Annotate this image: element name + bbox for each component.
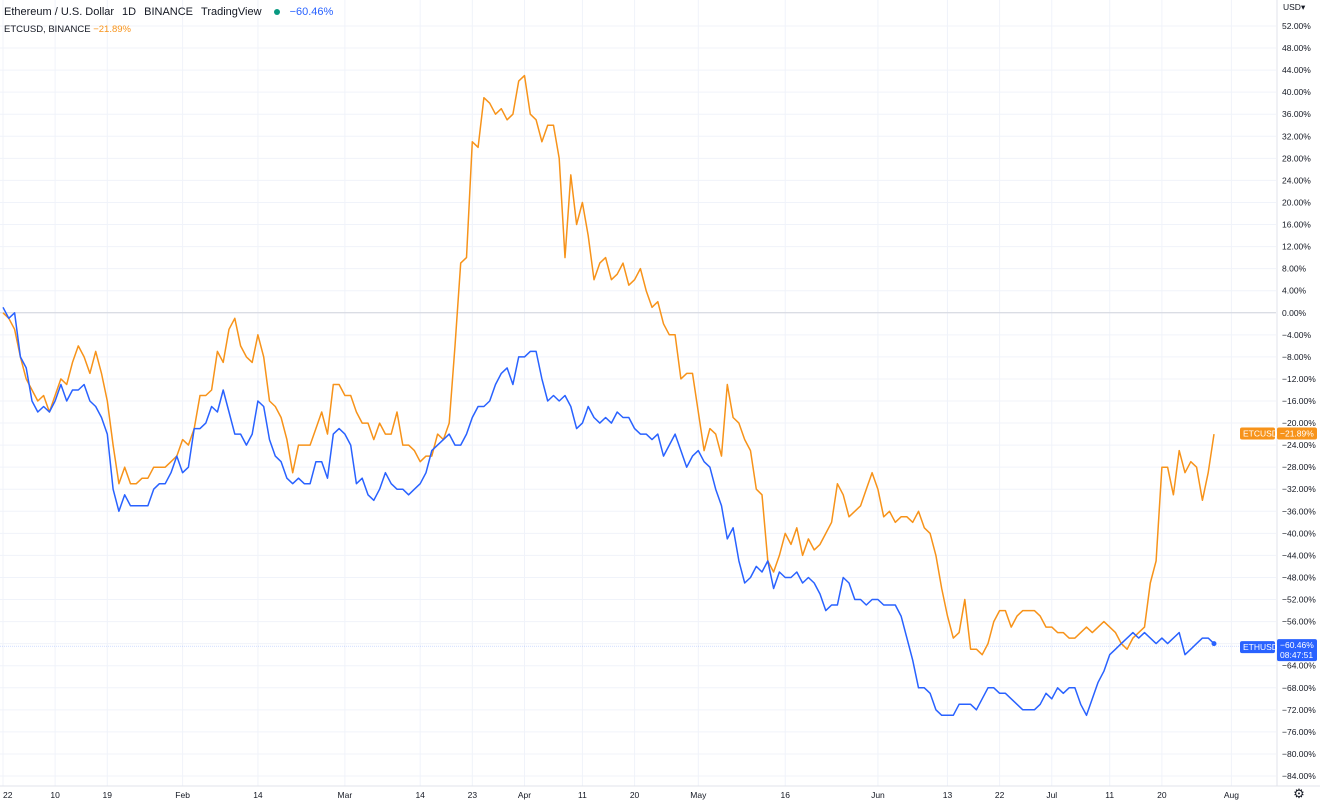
y-tick-label[interactable]: −28.00% <box>1282 462 1316 472</box>
x-tick-label[interactable]: Mar <box>338 790 353 800</box>
y-tick-label[interactable]: −84.00% <box>1282 771 1316 781</box>
x-tick-label[interactable]: 20 <box>630 790 640 800</box>
last-point-marker <box>1211 641 1217 647</box>
x-tick-label[interactable]: 10 <box>50 790 60 800</box>
legend-exchange: BINANCE <box>144 6 194 18</box>
y-tick-label[interactable]: 24.00% <box>1282 175 1311 185</box>
series-layer <box>2 74 1217 717</box>
y-tick-label[interactable]: 36.00% <box>1282 109 1311 119</box>
market-status-icon <box>273 9 280 15</box>
x-tick-label[interactable]: 11 <box>578 790 587 800</box>
y-tick-label[interactable]: 48.00% <box>1282 43 1311 53</box>
y-tick-label[interactable]: −44.00% <box>1282 550 1316 560</box>
x-tick-label[interactable]: 13 <box>943 790 953 800</box>
eth-tag-label-bg <box>1240 641 1275 654</box>
etc-tag-label-bg <box>1240 427 1275 440</box>
y-tick-label[interactable]: 40.00% <box>1282 87 1311 97</box>
x-tick-label[interactable]: 14 <box>253 790 263 800</box>
x-tick-label[interactable]: 19 <box>103 790 113 800</box>
y-tick-label[interactable]: −4.00% <box>1282 330 1312 340</box>
y-axis-ticks[interactable]: 52.00% 48.00% 44.00% 40.00% 36.00% 32.00% 28.0… <box>1282 21 1316 781</box>
legend-main-row[interactable]: Ethereum / U.S. Dollar 1D BINANCE Tradin… <box>4 4 333 20</box>
legend-compare-label[interactable]: ETCUSD, BINANCE <box>4 24 91 35</box>
y-tick-label[interactable]: −76.00% <box>1282 727 1316 737</box>
chart-legend: Ethereum / U.S. Dollar 1D BINANCE Tradin… <box>4 4 333 38</box>
x-tick-label[interactable]: 11 <box>1105 790 1114 800</box>
y-tick-label[interactable]: 12.00% <box>1282 242 1311 252</box>
eth-tag-countdown: 08:47:51 <box>1280 650 1313 660</box>
eth-price-tag: ETHUSD −60.46% 08:47:51 <box>1240 639 1317 662</box>
y-tick-label[interactable]: 52.00% <box>1282 21 1311 31</box>
y-tick-label[interactable]: −12.00% <box>1282 374 1316 384</box>
x-tick-label[interactable]: Aug <box>1224 790 1239 800</box>
y-tick-label[interactable]: −40.00% <box>1282 528 1316 538</box>
eth-tag-label: ETHUSD <box>1243 642 1278 652</box>
grid <box>0 0 1276 786</box>
legend-compare-row[interactable]: ETCUSD, BINANCE −21.89% <box>4 22 333 38</box>
x-tick-label[interactable]: 16 <box>780 790 790 800</box>
y-tick-label[interactable]: −20.00% <box>1282 418 1316 428</box>
y-tick-label[interactable]: 28.00% <box>1282 153 1311 163</box>
y-tick-label[interactable]: −24.00% <box>1282 440 1316 450</box>
gear-icon[interactable]: ⚙ <box>1293 786 1305 801</box>
x-tick-label[interactable]: Jun <box>871 790 885 800</box>
y-tick-label[interactable]: −52.00% <box>1282 595 1316 605</box>
x-axis-ticks[interactable]: 22 10 19 Feb 14 Mar 14 23 Apr 11 20 May 16 Jun 13 22 Jul… <box>3 790 1239 800</box>
etc-tag-label: ETCUSD <box>1243 428 1278 438</box>
y-tick-label[interactable]: −48.00% <box>1282 572 1316 582</box>
legend-main-change: −60.46% <box>289 6 334 18</box>
y-tick-label[interactable]: 8.00% <box>1282 264 1307 274</box>
y-tick-label[interactable]: −64.00% <box>1282 661 1316 671</box>
etc-tag-value: −21.89% <box>1280 428 1314 438</box>
legend-compare-change: −21.89% <box>93 24 131 35</box>
x-tick-label[interactable]: 22 <box>3 790 13 800</box>
x-tick-label[interactable]: May <box>690 790 707 800</box>
y-tick-label[interactable]: 20.00% <box>1282 197 1311 207</box>
x-tick-label[interactable]: 14 <box>415 790 425 800</box>
x-tick-label[interactable]: 22 <box>995 790 1005 800</box>
x-tick-label[interactable]: Apr <box>518 790 531 800</box>
series-line-etcusd <box>2 74 1215 656</box>
currency-label: USD <box>1283 2 1301 12</box>
x-tick-label[interactable]: 23 <box>468 790 478 800</box>
etc-tag-value-bg <box>1277 427 1317 440</box>
currency-selector[interactable]: USD▾ <box>1283 2 1305 13</box>
y-tick-label[interactable]: −36.00% <box>1282 506 1316 516</box>
legend-symbol-name[interactable]: Ethereum / U.S. Dollar <box>4 6 115 18</box>
eth-tag-value-bg <box>1277 639 1317 662</box>
legend-source: TradingView <box>201 6 262 18</box>
y-tick-label[interactable]: −56.00% <box>1282 617 1316 627</box>
y-tick-label[interactable]: 44.00% <box>1282 65 1311 75</box>
y-tick-label[interactable]: −68.00% <box>1282 683 1316 693</box>
y-tick-label[interactable]: 32.00% <box>1282 131 1311 141</box>
x-tick-label[interactable]: 20 <box>1157 790 1167 800</box>
eth-tag-value: −60.46% <box>1280 640 1314 650</box>
legend-interval[interactable]: 1D <box>122 6 137 18</box>
etc-price-tag: ETCUSD −21.89% <box>1240 427 1317 440</box>
y-tick-label[interactable]: 4.00% <box>1282 286 1307 296</box>
y-tick-label[interactable]: 16.00% <box>1282 220 1311 230</box>
y-tick-label[interactable]: 0.00% <box>1282 308 1307 318</box>
y-tick-label[interactable]: −16.00% <box>1282 396 1316 406</box>
y-tick-label[interactable]: −72.00% <box>1282 705 1316 715</box>
y-tick-label[interactable]: −80.00% <box>1282 749 1316 759</box>
series-line-ethusd <box>2 306 1215 717</box>
y-tick-label[interactable]: −32.00% <box>1282 484 1316 494</box>
y-tick-label[interactable]: −8.00% <box>1282 352 1312 362</box>
x-tick-label[interactable]: Jul <box>1046 790 1057 800</box>
chevron-down-icon: ▾ <box>1300 2 1306 12</box>
x-tick-label[interactable]: Feb <box>175 790 190 800</box>
